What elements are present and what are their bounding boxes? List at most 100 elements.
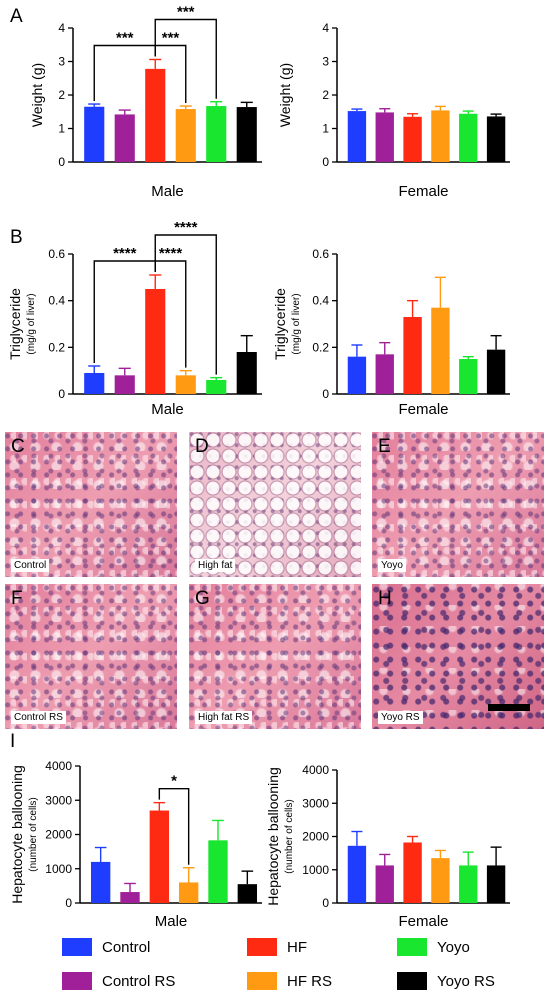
bar-hf_rs [175, 109, 196, 162]
micrograph-letter: E [378, 436, 391, 457]
x-axis-label: Female [398, 183, 448, 200]
significance-label: * [171, 773, 177, 790]
bar-yoyo [206, 380, 227, 394]
micrograph-h: H Yoyo RS [372, 584, 544, 729]
y-axis-label: Weight (g) [29, 63, 45, 127]
legend-swatch [247, 972, 277, 990]
y-axis-sublabel: (mg/g of liver) [291, 293, 302, 354]
y-tick-label: 0.6 [312, 247, 329, 261]
x-axis-label: Male [151, 401, 184, 418]
chart-a-female: 0 1 2 3 4 Female Weight (g) [277, 21, 510, 200]
panel-letter-i: I [10, 731, 15, 752]
micrograph-c: C Control [5, 432, 177, 577]
y-axis-label: Hepatocyte ballooning [265, 767, 281, 906]
chart-i-male: 0 1000 2000 3000 4000 * Male Hepatocyte balloon… [9, 759, 262, 930]
y-tick-label: 0.4 [312, 294, 329, 308]
legend-label: Control [102, 939, 150, 956]
y-axis-sublabel: (mg/g of liver) [26, 293, 37, 354]
significance-label: *** [177, 3, 195, 20]
bar-control [347, 356, 367, 394]
micrograph-label: Yoyo [378, 559, 406, 572]
significance-label: **** [174, 219, 198, 236]
micrograph-label: Control [11, 559, 50, 572]
y-tick-label: 0 [322, 387, 329, 401]
y-axis-sublabel: (number of cells) [284, 799, 295, 873]
significance-bracket [154, 18, 217, 99]
significance-label: *** [116, 29, 134, 46]
bar-control [84, 373, 105, 394]
y-tick-label: 3000 [302, 796, 329, 810]
micrograph-label: Control RS [11, 711, 66, 724]
micrograph-letter: G [195, 588, 210, 609]
bar-yoyo_rs [486, 116, 506, 162]
bar-hf_rs [431, 110, 450, 162]
legend-label: HF RS [287, 973, 332, 990]
y-axis-label: Triglyceride [272, 288, 288, 360]
legend-item-control: Control [62, 938, 150, 956]
micrograph-grid: C Control D High fat E Yoyo F Control RS G High f… [0, 428, 550, 733]
significance-label: **** [113, 245, 137, 262]
x-axis-label: Male [155, 913, 188, 930]
legend-item-yoyo_rs: Yoyo RS [397, 972, 495, 990]
bar-yoyo [459, 865, 478, 903]
bar-yoyo [208, 840, 228, 903]
y-axis-label: Weight (g) [277, 63, 293, 127]
significance-bracket [154, 234, 217, 375]
chart-i-female: 0 1000 2000 3000 4000 Female Hepatocyte balloo… [265, 763, 510, 930]
x-axis-label: Female [398, 913, 448, 930]
micrograph-f: F Control RS [5, 584, 177, 729]
y-tick-label: 0.2 [48, 340, 65, 354]
bar-hf [145, 68, 166, 162]
y-tick-label: 0 [58, 387, 65, 401]
legend-label: HF [287, 939, 307, 956]
bar-control_rs [114, 375, 135, 394]
y-tick-label: 2000 [302, 830, 329, 844]
y-tick-label: 1 [58, 122, 65, 136]
panel-letter-b: B [10, 227, 23, 248]
bar-control_rs [375, 112, 394, 162]
legend-item-yoyo: Yoyo [397, 938, 470, 956]
legend-item-hf: HF [247, 938, 307, 956]
bar-yoyo_rs [236, 352, 257, 394]
y-tick-label: 1000 [302, 863, 329, 877]
micrograph-e: E Yoyo [372, 432, 544, 577]
chart-a-male: 0 1 2 3 4 *** *** *** Male Weight (g) [29, 3, 262, 200]
bar-control [84, 106, 105, 162]
bar-yoyo_rs [486, 865, 506, 903]
micrograph-d: D High fat [189, 432, 361, 577]
legend: Control HF Yoyo Control RS HF RS Yoyo RS [62, 938, 495, 990]
micrograph-letter: C [11, 436, 25, 457]
bar-hf_rs [431, 307, 450, 394]
y-tick-label: 4000 [302, 763, 329, 777]
bar-hf_rs [175, 375, 196, 394]
y-tick-label: 0 [58, 155, 65, 169]
bar-yoyo [459, 359, 478, 394]
y-tick-label: 0.2 [312, 340, 329, 354]
y-tick-label: 2 [322, 88, 329, 102]
bar-yoyo [206, 106, 227, 162]
legend-swatch [397, 972, 427, 990]
micrograph-letter: H [378, 588, 392, 609]
bar-hf [403, 842, 422, 903]
legend-swatch [397, 938, 427, 956]
micrograph-label: High fat RS [195, 711, 253, 724]
y-tick-label: 0 [322, 896, 329, 910]
micrograph-label: Yoyo RS [378, 711, 423, 724]
significance-label: *** [162, 29, 180, 46]
legend-label: Yoyo [437, 939, 470, 956]
y-tick-label: 4 [58, 21, 65, 35]
micrograph-letter: D [195, 436, 209, 457]
bar-control [90, 861, 111, 903]
legend-label: Control RS [102, 973, 175, 990]
x-axis-label: Male [151, 183, 184, 200]
y-tick-label: 2000 [45, 828, 72, 842]
y-tick-label: 4 [322, 21, 329, 35]
y-axis-label: Hepatocyte ballooning [9, 765, 25, 904]
bar-yoyo_rs [486, 349, 506, 394]
bar-hf [403, 317, 422, 394]
y-tick-label: 0.6 [48, 247, 65, 261]
chart-b-female: 0 0.2 0.4 0.6 Female Triglyceride (mg/g of liv… [272, 247, 510, 418]
bar-hf [149, 810, 170, 903]
bar-control [347, 845, 367, 903]
